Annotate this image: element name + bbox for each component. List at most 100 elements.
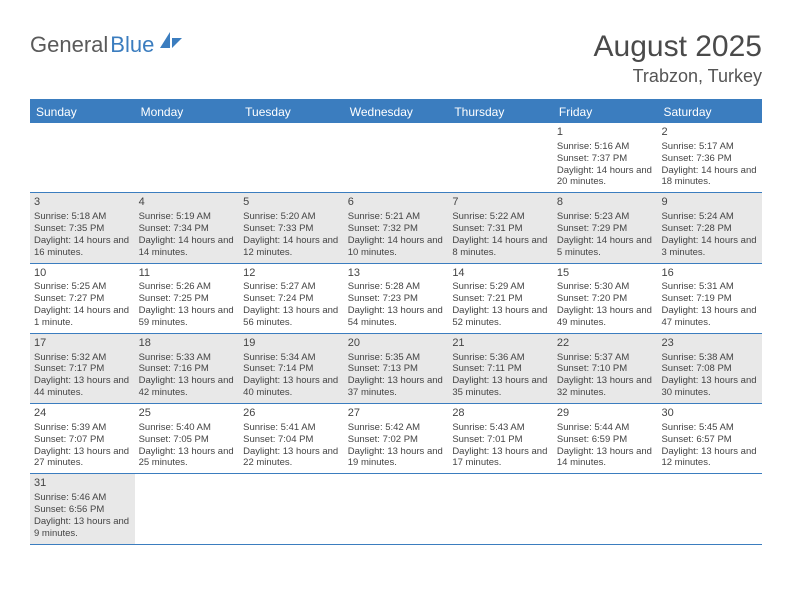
sunset-text: Sunset: 7:20 PM bbox=[557, 293, 654, 305]
daylight-text: Daylight: 14 hours and 12 minutes. bbox=[243, 235, 340, 259]
week-row: 3Sunrise: 5:18 AMSunset: 7:35 PMDaylight… bbox=[30, 193, 762, 263]
day-cell: 12Sunrise: 5:27 AMSunset: 7:24 PMDayligh… bbox=[239, 264, 344, 333]
day-cell: 16Sunrise: 5:31 AMSunset: 7:19 PMDayligh… bbox=[657, 264, 762, 333]
sunset-text: Sunset: 7:34 PM bbox=[139, 223, 236, 235]
day-cell: 14Sunrise: 5:29 AMSunset: 7:21 PMDayligh… bbox=[448, 264, 553, 333]
sunrise-text: Sunrise: 5:37 AM bbox=[557, 352, 654, 364]
sunset-text: Sunset: 7:05 PM bbox=[139, 434, 236, 446]
day-number: 14 bbox=[452, 267, 549, 281]
day-cell: 4Sunrise: 5:19 AMSunset: 7:34 PMDaylight… bbox=[135, 193, 240, 262]
day-cell: 18Sunrise: 5:33 AMSunset: 7:16 PMDayligh… bbox=[135, 334, 240, 403]
day-cell bbox=[448, 123, 553, 192]
day-cell: 30Sunrise: 5:45 AMSunset: 6:57 PMDayligh… bbox=[657, 404, 762, 473]
title-block: August 2025 Trabzon, Turkey bbox=[594, 30, 762, 87]
day-number: 20 bbox=[348, 337, 445, 351]
daylight-text: Daylight: 13 hours and 19 minutes. bbox=[348, 446, 445, 470]
day-number: 11 bbox=[139, 267, 236, 281]
daylight-text: Daylight: 14 hours and 5 minutes. bbox=[557, 235, 654, 259]
day-cell bbox=[135, 474, 240, 543]
sunset-text: Sunset: 7:21 PM bbox=[452, 293, 549, 305]
day-cell: 3Sunrise: 5:18 AMSunset: 7:35 PMDaylight… bbox=[30, 193, 135, 262]
location: Trabzon, Turkey bbox=[594, 66, 762, 87]
sunrise-text: Sunrise: 5:20 AM bbox=[243, 211, 340, 223]
sunrise-text: Sunrise: 5:27 AM bbox=[243, 281, 340, 293]
day-number: 12 bbox=[243, 267, 340, 281]
sunrise-text: Sunrise: 5:33 AM bbox=[139, 352, 236, 364]
sunset-text: Sunset: 7:23 PM bbox=[348, 293, 445, 305]
day-number: 10 bbox=[34, 267, 131, 281]
sunrise-text: Sunrise: 5:43 AM bbox=[452, 422, 549, 434]
day-cell: 19Sunrise: 5:34 AMSunset: 7:14 PMDayligh… bbox=[239, 334, 344, 403]
day-number: 2 bbox=[661, 126, 758, 140]
sunrise-text: Sunrise: 5:17 AM bbox=[661, 141, 758, 153]
daylight-text: Daylight: 13 hours and 22 minutes. bbox=[243, 446, 340, 470]
sunset-text: Sunset: 7:25 PM bbox=[139, 293, 236, 305]
daylight-text: Daylight: 13 hours and 27 minutes. bbox=[34, 446, 131, 470]
day-cell: 11Sunrise: 5:26 AMSunset: 7:25 PMDayligh… bbox=[135, 264, 240, 333]
sunset-text: Sunset: 7:14 PM bbox=[243, 363, 340, 375]
day-cell: 15Sunrise: 5:30 AMSunset: 7:20 PMDayligh… bbox=[553, 264, 658, 333]
sunrise-text: Sunrise: 5:28 AM bbox=[348, 281, 445, 293]
header: GeneralBlue August 2025 Trabzon, Turkey bbox=[30, 30, 762, 87]
sunset-text: Sunset: 6:57 PM bbox=[661, 434, 758, 446]
day-number: 19 bbox=[243, 337, 340, 351]
day-number: 21 bbox=[452, 337, 549, 351]
day-of-week-cell: Friday bbox=[553, 101, 658, 123]
sunrise-text: Sunrise: 5:41 AM bbox=[243, 422, 340, 434]
daylight-text: Daylight: 13 hours and 49 minutes. bbox=[557, 305, 654, 329]
sunset-text: Sunset: 7:16 PM bbox=[139, 363, 236, 375]
sunset-text: Sunset: 7:01 PM bbox=[452, 434, 549, 446]
day-number: 13 bbox=[348, 267, 445, 281]
day-number: 27 bbox=[348, 407, 445, 421]
day-number: 9 bbox=[661, 196, 758, 210]
day-number: 6 bbox=[348, 196, 445, 210]
daylight-text: Daylight: 14 hours and 18 minutes. bbox=[661, 165, 758, 189]
daylight-text: Daylight: 14 hours and 3 minutes. bbox=[661, 235, 758, 259]
sail-icon bbox=[158, 30, 184, 56]
day-number: 25 bbox=[139, 407, 236, 421]
sunset-text: Sunset: 7:08 PM bbox=[661, 363, 758, 375]
daylight-text: Daylight: 13 hours and 25 minutes. bbox=[139, 446, 236, 470]
sunrise-text: Sunrise: 5:44 AM bbox=[557, 422, 654, 434]
day-number: 24 bbox=[34, 407, 131, 421]
day-number: 28 bbox=[452, 407, 549, 421]
sunset-text: Sunset: 6:56 PM bbox=[34, 504, 131, 516]
day-cell: 10Sunrise: 5:25 AMSunset: 7:27 PMDayligh… bbox=[30, 264, 135, 333]
sunrise-text: Sunrise: 5:24 AM bbox=[661, 211, 758, 223]
logo: GeneralBlue bbox=[30, 30, 184, 60]
day-number: 8 bbox=[557, 196, 654, 210]
daylight-text: Daylight: 13 hours and 56 minutes. bbox=[243, 305, 340, 329]
sunrise-text: Sunrise: 5:23 AM bbox=[557, 211, 654, 223]
day-number: 1 bbox=[557, 126, 654, 140]
day-cell bbox=[448, 474, 553, 543]
sunrise-text: Sunrise: 5:42 AM bbox=[348, 422, 445, 434]
sunset-text: Sunset: 7:36 PM bbox=[661, 153, 758, 165]
day-of-week-cell: Tuesday bbox=[239, 101, 344, 123]
weeks-container: 1Sunrise: 5:16 AMSunset: 7:37 PMDaylight… bbox=[30, 123, 762, 545]
logo-text-1: General bbox=[30, 32, 108, 58]
daylight-text: Daylight: 14 hours and 1 minute. bbox=[34, 305, 131, 329]
day-cell: 2Sunrise: 5:17 AMSunset: 7:36 PMDaylight… bbox=[657, 123, 762, 192]
daylight-text: Daylight: 14 hours and 14 minutes. bbox=[139, 235, 236, 259]
sunset-text: Sunset: 7:28 PM bbox=[661, 223, 758, 235]
sunset-text: Sunset: 6:59 PM bbox=[557, 434, 654, 446]
day-cell bbox=[553, 474, 658, 543]
page-title: August 2025 bbox=[594, 30, 762, 64]
day-number: 7 bbox=[452, 196, 549, 210]
sunrise-text: Sunrise: 5:46 AM bbox=[34, 492, 131, 504]
sunrise-text: Sunrise: 5:29 AM bbox=[452, 281, 549, 293]
day-cell: 27Sunrise: 5:42 AMSunset: 7:02 PMDayligh… bbox=[344, 404, 449, 473]
daylight-text: Daylight: 13 hours and 9 minutes. bbox=[34, 516, 131, 540]
sunrise-text: Sunrise: 5:19 AM bbox=[139, 211, 236, 223]
sunrise-text: Sunrise: 5:26 AM bbox=[139, 281, 236, 293]
day-number: 18 bbox=[139, 337, 236, 351]
sunrise-text: Sunrise: 5:21 AM bbox=[348, 211, 445, 223]
day-cell: 31Sunrise: 5:46 AMSunset: 6:56 PMDayligh… bbox=[30, 474, 135, 543]
week-row: 17Sunrise: 5:32 AMSunset: 7:17 PMDayligh… bbox=[30, 334, 762, 404]
sunset-text: Sunset: 7:07 PM bbox=[34, 434, 131, 446]
sunrise-text: Sunrise: 5:36 AM bbox=[452, 352, 549, 364]
day-cell bbox=[30, 123, 135, 192]
day-cell bbox=[135, 123, 240, 192]
sunset-text: Sunset: 7:17 PM bbox=[34, 363, 131, 375]
daylight-text: Daylight: 13 hours and 40 minutes. bbox=[243, 375, 340, 399]
